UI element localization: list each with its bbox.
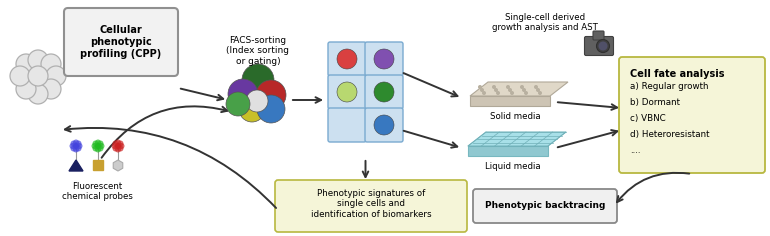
Polygon shape bbox=[470, 96, 550, 106]
Circle shape bbox=[28, 50, 48, 70]
FancyBboxPatch shape bbox=[275, 180, 467, 232]
Circle shape bbox=[228, 79, 258, 109]
Text: FACS-sorting
(Index sorting
or gating): FACS-sorting (Index sorting or gating) bbox=[226, 36, 290, 66]
Circle shape bbox=[256, 80, 286, 110]
Circle shape bbox=[337, 82, 357, 102]
Circle shape bbox=[95, 139, 101, 146]
Circle shape bbox=[75, 145, 82, 152]
FancyBboxPatch shape bbox=[473, 189, 617, 223]
FancyBboxPatch shape bbox=[328, 42, 366, 76]
Circle shape bbox=[99, 143, 105, 149]
FancyBboxPatch shape bbox=[593, 31, 604, 40]
Circle shape bbox=[98, 145, 103, 152]
Bar bbox=[93, 160, 103, 170]
Circle shape bbox=[28, 66, 48, 86]
Text: Fluorescent
chemical probes: Fluorescent chemical probes bbox=[62, 182, 132, 201]
Circle shape bbox=[598, 42, 608, 51]
Text: Liquid media: Liquid media bbox=[485, 162, 541, 171]
Polygon shape bbox=[468, 146, 548, 156]
Circle shape bbox=[92, 143, 98, 149]
Text: Phenotypic backtracing: Phenotypic backtracing bbox=[485, 202, 605, 211]
Circle shape bbox=[480, 88, 484, 92]
Circle shape bbox=[508, 88, 512, 92]
Circle shape bbox=[71, 140, 76, 147]
Circle shape bbox=[478, 85, 482, 89]
Circle shape bbox=[69, 143, 75, 149]
Circle shape bbox=[492, 85, 496, 89]
Polygon shape bbox=[69, 160, 83, 171]
Circle shape bbox=[41, 54, 61, 74]
Polygon shape bbox=[113, 160, 122, 171]
Text: ....: .... bbox=[630, 146, 641, 155]
Circle shape bbox=[257, 95, 285, 123]
Circle shape bbox=[522, 88, 526, 92]
FancyBboxPatch shape bbox=[619, 57, 765, 173]
Text: Solid media: Solid media bbox=[490, 112, 541, 121]
FancyBboxPatch shape bbox=[365, 108, 403, 142]
Circle shape bbox=[226, 92, 250, 116]
FancyBboxPatch shape bbox=[584, 37, 614, 55]
FancyBboxPatch shape bbox=[64, 8, 178, 76]
Text: d) Heteroresistant: d) Heteroresistant bbox=[630, 130, 709, 139]
Text: Single-cell derived
growth analysis and AST: Single-cell derived growth analysis and … bbox=[492, 13, 598, 32]
Circle shape bbox=[506, 85, 510, 89]
Circle shape bbox=[115, 147, 121, 152]
Circle shape bbox=[374, 49, 394, 69]
Circle shape bbox=[524, 91, 528, 95]
Circle shape bbox=[41, 79, 61, 99]
Text: c) VBNC: c) VBNC bbox=[630, 114, 666, 123]
Circle shape bbox=[494, 88, 498, 92]
Circle shape bbox=[73, 143, 79, 149]
FancyBboxPatch shape bbox=[328, 75, 366, 109]
Circle shape bbox=[76, 143, 82, 149]
Circle shape bbox=[246, 90, 268, 112]
Circle shape bbox=[520, 85, 524, 89]
Polygon shape bbox=[468, 132, 566, 146]
Circle shape bbox=[46, 66, 66, 86]
Circle shape bbox=[374, 115, 394, 135]
Circle shape bbox=[73, 139, 79, 146]
Circle shape bbox=[112, 143, 118, 149]
Circle shape bbox=[16, 79, 36, 99]
Circle shape bbox=[510, 91, 514, 95]
Circle shape bbox=[16, 54, 36, 74]
Circle shape bbox=[597, 39, 610, 52]
Circle shape bbox=[337, 49, 357, 69]
FancyBboxPatch shape bbox=[328, 108, 366, 142]
Text: Cell fate analysis: Cell fate analysis bbox=[630, 69, 725, 79]
Circle shape bbox=[71, 145, 76, 152]
Circle shape bbox=[536, 88, 540, 92]
Circle shape bbox=[118, 140, 123, 147]
Circle shape bbox=[92, 140, 99, 147]
Circle shape bbox=[112, 145, 119, 152]
Circle shape bbox=[119, 143, 125, 149]
Circle shape bbox=[374, 82, 394, 102]
Circle shape bbox=[95, 147, 101, 152]
Circle shape bbox=[75, 140, 82, 147]
Polygon shape bbox=[470, 82, 568, 96]
Circle shape bbox=[538, 91, 542, 95]
Circle shape bbox=[28, 84, 48, 104]
Text: Phenotypic signatures of
single cells and
identification of biomarkers: Phenotypic signatures of single cells an… bbox=[310, 189, 431, 219]
FancyBboxPatch shape bbox=[365, 42, 403, 76]
Circle shape bbox=[115, 143, 121, 149]
Circle shape bbox=[98, 140, 103, 147]
Text: Cellular
phenotypic
profiling (CPP): Cellular phenotypic profiling (CPP) bbox=[80, 25, 162, 59]
Circle shape bbox=[95, 143, 101, 149]
Circle shape bbox=[534, 85, 538, 89]
Text: b) Dormant: b) Dormant bbox=[630, 98, 680, 107]
Circle shape bbox=[118, 145, 123, 152]
Circle shape bbox=[92, 145, 99, 152]
Circle shape bbox=[112, 140, 119, 147]
FancyBboxPatch shape bbox=[365, 75, 403, 109]
Circle shape bbox=[242, 64, 274, 96]
Circle shape bbox=[496, 91, 500, 95]
Circle shape bbox=[239, 96, 265, 122]
Text: a) Regular growth: a) Regular growth bbox=[630, 82, 708, 91]
Circle shape bbox=[10, 66, 30, 86]
Circle shape bbox=[115, 139, 121, 146]
Circle shape bbox=[482, 91, 486, 95]
Circle shape bbox=[73, 147, 79, 152]
